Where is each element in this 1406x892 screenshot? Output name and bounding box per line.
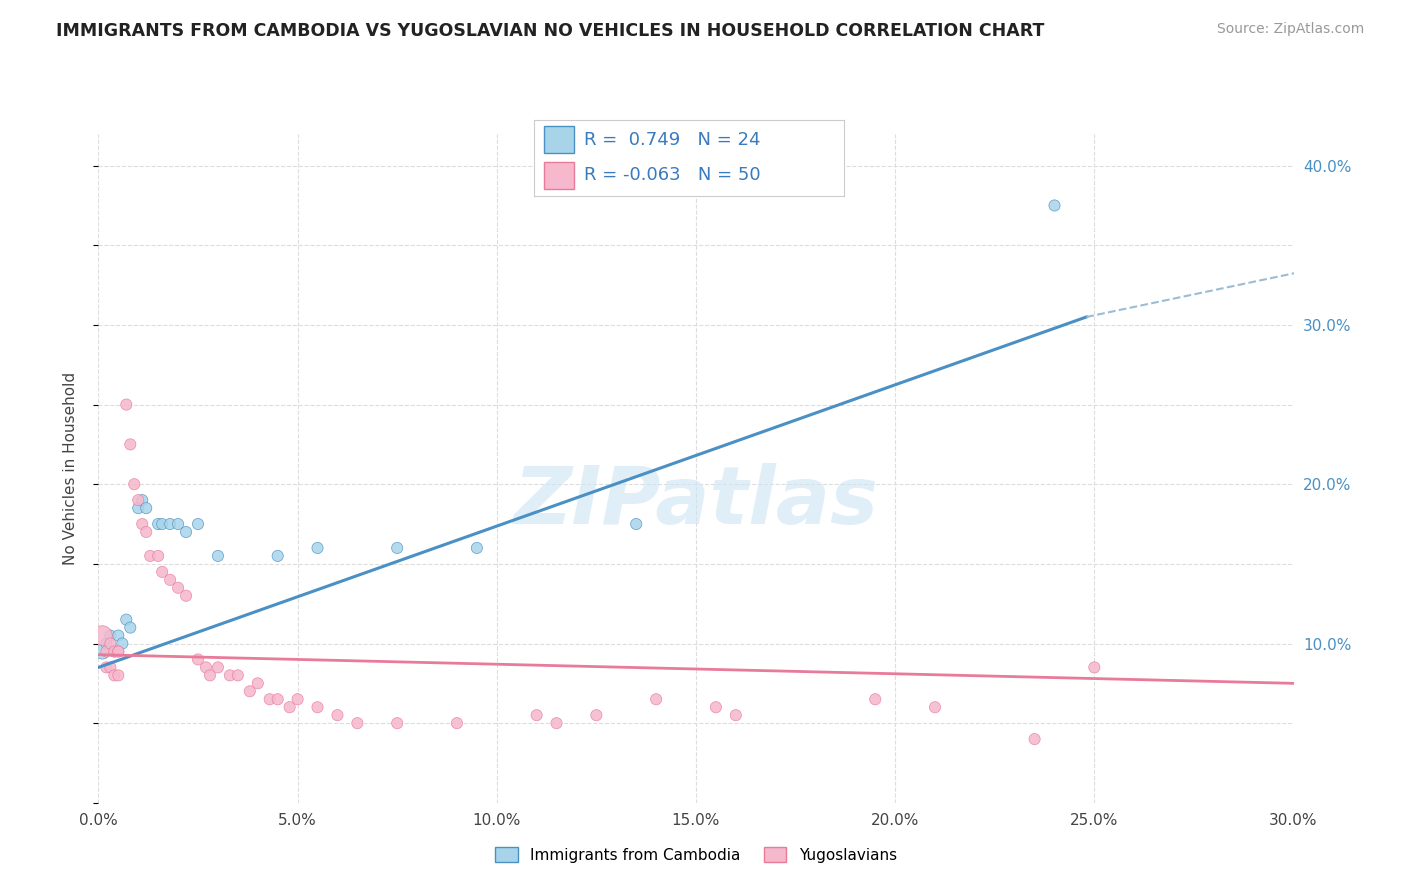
Point: [267, 692, 290, 706]
Point: [174, 589, 197, 603]
Point: [103, 668, 125, 682]
Point: [187, 517, 209, 532]
Point: [385, 716, 409, 731]
Point: [174, 524, 197, 539]
Point: [526, 708, 548, 723]
Point: [148, 517, 170, 532]
Point: [287, 692, 309, 706]
Point: [198, 668, 221, 682]
Point: [207, 660, 229, 674]
Point: [1043, 198, 1066, 212]
Point: [100, 660, 122, 674]
FancyBboxPatch shape: [544, 127, 575, 153]
Point: [124, 477, 146, 491]
Point: [465, 541, 488, 555]
Point: [385, 541, 409, 555]
Point: [91, 644, 114, 658]
Point: [135, 501, 157, 516]
Text: R = -0.063   N = 50: R = -0.063 N = 50: [583, 166, 761, 184]
Point: [115, 613, 138, 627]
Point: [131, 493, 153, 508]
Point: [226, 668, 249, 682]
Y-axis label: No Vehicles in Household: No Vehicles in Household: [63, 372, 77, 565]
Point: [346, 716, 368, 731]
Point: [307, 700, 329, 714]
Point: [107, 628, 129, 642]
Point: [195, 660, 218, 674]
FancyBboxPatch shape: [544, 162, 575, 189]
Point: [100, 636, 122, 650]
Point: [1024, 732, 1046, 747]
Point: [150, 565, 173, 579]
Point: [148, 549, 170, 563]
Point: [111, 636, 134, 650]
Point: [326, 708, 349, 723]
Point: [120, 437, 142, 451]
Point: [103, 644, 125, 658]
Point: [139, 549, 162, 563]
Point: [107, 644, 129, 658]
Point: [267, 549, 290, 563]
Point: [96, 644, 118, 658]
Point: [187, 652, 209, 666]
Point: [863, 692, 887, 706]
Point: [167, 517, 190, 532]
Point: [1083, 660, 1105, 674]
Point: [107, 668, 129, 682]
Point: [626, 517, 648, 532]
Text: IMMIGRANTS FROM CAMBODIA VS YUGOSLAVIAN NO VEHICLES IN HOUSEHOLD CORRELATION CHA: IMMIGRANTS FROM CAMBODIA VS YUGOSLAVIAN …: [56, 22, 1045, 40]
Point: [107, 644, 129, 658]
Text: Source: ZipAtlas.com: Source: ZipAtlas.com: [1216, 22, 1364, 37]
Point: [91, 628, 114, 642]
Point: [96, 660, 118, 674]
Point: [239, 684, 262, 698]
Point: [135, 524, 157, 539]
Point: [159, 517, 181, 532]
Text: R =  0.749   N = 24: R = 0.749 N = 24: [583, 131, 761, 149]
Point: [115, 398, 138, 412]
Point: [96, 636, 118, 650]
Point: [307, 541, 329, 555]
Legend: Immigrants from Cambodia, Yugoslavians: Immigrants from Cambodia, Yugoslavians: [489, 840, 903, 869]
Point: [120, 621, 142, 635]
Point: [246, 676, 269, 690]
Point: [278, 700, 301, 714]
Point: [585, 708, 607, 723]
Point: [103, 644, 125, 658]
Text: ZIPatlas: ZIPatlas: [513, 463, 879, 541]
Point: [100, 628, 122, 642]
Point: [207, 549, 229, 563]
Point: [150, 517, 173, 532]
Point: [219, 668, 242, 682]
Point: [127, 501, 149, 516]
Point: [131, 517, 153, 532]
Point: [704, 700, 727, 714]
Point: [924, 700, 946, 714]
Point: [546, 716, 568, 731]
Point: [159, 573, 181, 587]
Point: [724, 708, 747, 723]
Point: [259, 692, 281, 706]
Point: [645, 692, 668, 706]
Point: [127, 493, 149, 508]
Point: [446, 716, 468, 731]
Point: [167, 581, 190, 595]
